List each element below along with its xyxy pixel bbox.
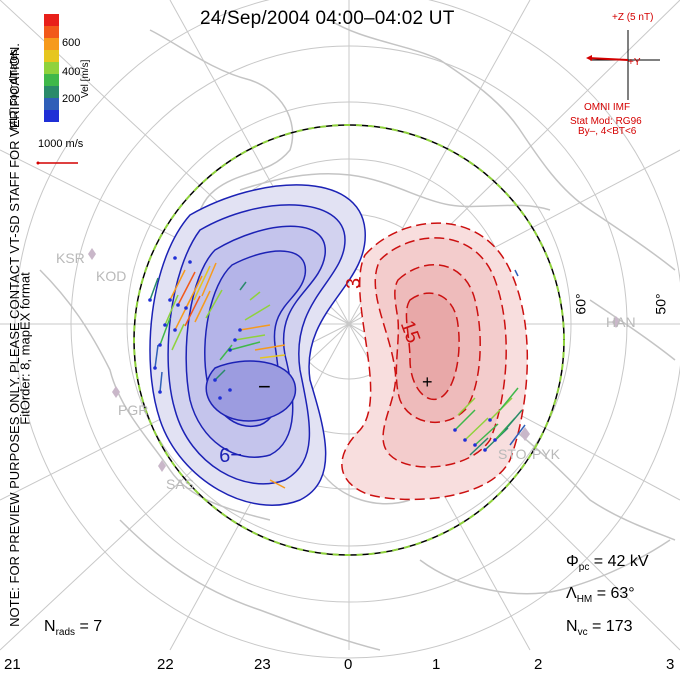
vector-cluster-dawn bbox=[454, 269, 526, 456]
contour-label-3: 3 bbox=[343, 278, 365, 289]
scale-vector-label: 1000 m/s bbox=[38, 138, 84, 150]
potential-max-marker: + bbox=[422, 372, 433, 392]
mlt-tick: 3 bbox=[666, 656, 675, 673]
colorbar-swatch bbox=[44, 50, 59, 62]
station-label: PYK bbox=[532, 446, 561, 462]
station-label: HAN bbox=[606, 314, 636, 330]
colorbar-swatch bbox=[44, 110, 59, 122]
map-title: 24/Sep/2004 04:00–04:02 UT bbox=[200, 8, 455, 29]
colorbar-label: Vel [m/s] bbox=[80, 59, 91, 98]
station-label: PGR bbox=[118, 402, 149, 418]
imf-condition: By–, 4<BT<6 bbox=[578, 126, 637, 137]
coordinates-label: MLT coordinates bbox=[8, 49, 20, 130]
stat-subscript: pc bbox=[578, 562, 590, 574]
colorbar-swatch bbox=[44, 38, 59, 50]
potential-min-marker: − bbox=[258, 374, 271, 399]
mlt-tick: 23 bbox=[254, 656, 271, 673]
station-label: SAS bbox=[166, 476, 195, 492]
station-label: KOD bbox=[96, 268, 127, 284]
cross-polar-potential: Φpc = 42 kV bbox=[566, 553, 648, 573]
imf-z-label: +Z (5 nT) bbox=[612, 12, 654, 23]
colorbar-swatch bbox=[44, 14, 59, 26]
colorbar-swatch bbox=[44, 62, 59, 74]
scale-vector-root bbox=[36, 161, 40, 165]
latitude-label: 50° bbox=[652, 293, 669, 315]
colorbar-tick: 200 bbox=[62, 93, 81, 105]
stat-symbol: Φ bbox=[566, 553, 579, 570]
colorbar-swatch bbox=[44, 86, 59, 98]
vector-roots bbox=[148, 256, 497, 452]
stat-value: = 173 bbox=[592, 618, 633, 635]
radar-count: Nrads = 7 bbox=[44, 618, 102, 638]
imf-vector-head bbox=[586, 55, 592, 61]
stat-symbol: N bbox=[566, 618, 578, 635]
vector-cluster-dusk bbox=[149, 262, 286, 489]
velocity-vectors bbox=[148, 256, 526, 489]
imf-y-label: +Y bbox=[628, 57, 641, 68]
station-label: KSR bbox=[56, 250, 85, 266]
imf-model: Stat Mod: RG96 bbox=[570, 116, 642, 127]
stat-value: = 42 kV bbox=[593, 553, 649, 570]
coastlines bbox=[39, 19, 676, 651]
contour-label-neg: −9 bbox=[219, 443, 242, 465]
stat-value: = 7 bbox=[79, 618, 103, 635]
hm-boundary-dashes bbox=[133, 124, 565, 556]
mlt-tick: 22 bbox=[157, 656, 174, 673]
mlt-tick: 1 bbox=[432, 656, 441, 673]
colorbar-tick: 400 bbox=[62, 66, 81, 78]
stat-subscript: vc bbox=[577, 627, 588, 639]
positive-potential-cell bbox=[341, 222, 529, 501]
stat-value: = 63° bbox=[596, 585, 635, 602]
colorbar-swatch bbox=[44, 98, 59, 110]
mlt-tick: 2 bbox=[534, 656, 543, 673]
stat-symbol: Λ bbox=[566, 585, 577, 602]
latitude-label: 60° bbox=[572, 293, 589, 315]
stat-subscript: HM bbox=[576, 594, 593, 606]
stat-symbol: N bbox=[44, 618, 56, 635]
mlt-tick: 0 bbox=[344, 656, 353, 673]
mlt-tick: 21 bbox=[4, 656, 21, 673]
stat-subscript: rads bbox=[55, 627, 76, 639]
vector-count: Nvc = 173 bbox=[566, 618, 633, 638]
imf-source: OMNI IMF bbox=[584, 102, 631, 113]
colorbar-swatch bbox=[44, 74, 59, 86]
station-label: STO bbox=[498, 446, 527, 462]
radar-station-markers bbox=[88, 248, 620, 472]
colorbar-swatch bbox=[44, 26, 59, 38]
hm-boundary-latitude: ΛHM = 63° bbox=[566, 585, 635, 605]
imf-vector bbox=[587, 57, 629, 61]
velocity-colorbar bbox=[44, 14, 59, 122]
negative-potential-cell bbox=[149, 184, 366, 506]
colorbar-tick: 600 bbox=[62, 37, 81, 49]
